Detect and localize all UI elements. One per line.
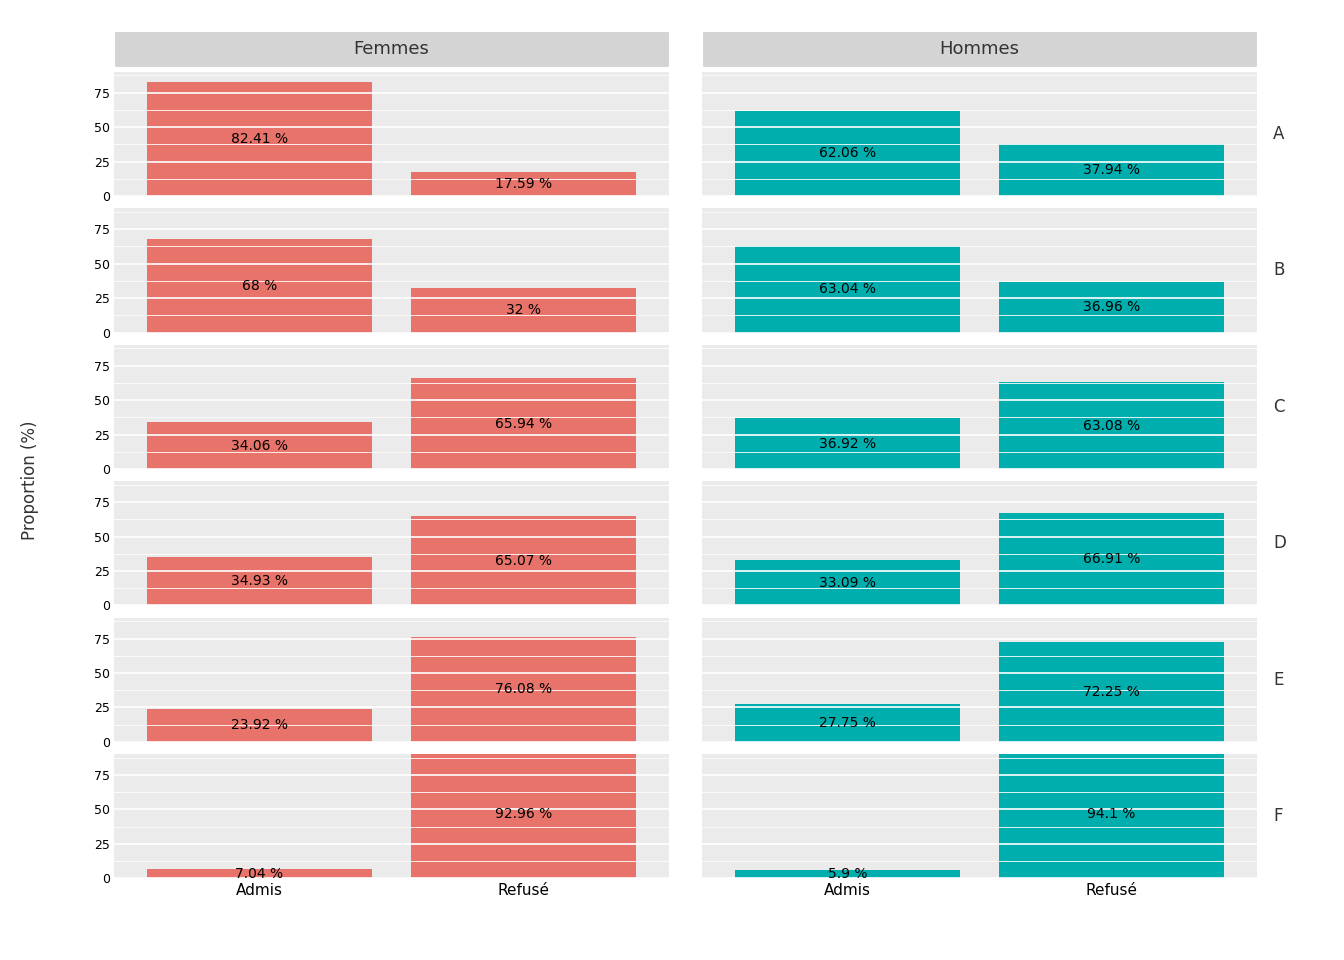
Text: A: A bbox=[1273, 125, 1285, 143]
Bar bbox=[411, 516, 636, 606]
Bar bbox=[735, 704, 960, 742]
Text: 76.08 %: 76.08 % bbox=[495, 683, 552, 697]
Text: 33.09 %: 33.09 % bbox=[818, 576, 876, 589]
Bar bbox=[999, 281, 1223, 332]
Text: 92.96 %: 92.96 % bbox=[495, 807, 552, 822]
Text: 5.9 %: 5.9 % bbox=[828, 867, 867, 881]
Bar bbox=[735, 419, 960, 469]
Text: 34.06 %: 34.06 % bbox=[231, 439, 288, 452]
Text: Hommes: Hommes bbox=[939, 40, 1019, 58]
Text: 32 %: 32 % bbox=[507, 303, 542, 318]
Text: E: E bbox=[1273, 671, 1284, 689]
Text: D: D bbox=[1273, 535, 1286, 552]
Text: 82.41 %: 82.41 % bbox=[231, 132, 288, 146]
Text: 27.75 %: 27.75 % bbox=[818, 716, 876, 730]
Bar bbox=[411, 378, 636, 469]
Bar bbox=[411, 637, 636, 742]
Text: B: B bbox=[1273, 261, 1285, 279]
Text: 7.04 %: 7.04 % bbox=[235, 867, 284, 880]
Text: 94.1 %: 94.1 % bbox=[1087, 806, 1136, 821]
Text: 62.06 %: 62.06 % bbox=[818, 146, 876, 160]
Bar bbox=[999, 144, 1223, 196]
Bar bbox=[148, 708, 372, 742]
Bar bbox=[148, 422, 372, 469]
Bar bbox=[735, 110, 960, 196]
Bar bbox=[999, 382, 1223, 469]
Bar bbox=[148, 558, 372, 606]
Text: 36.96 %: 36.96 % bbox=[1083, 300, 1140, 314]
Text: 65.07 %: 65.07 % bbox=[495, 554, 552, 567]
Bar bbox=[735, 246, 960, 332]
Text: 63.04 %: 63.04 % bbox=[818, 282, 876, 296]
Bar bbox=[148, 869, 372, 878]
Bar bbox=[148, 239, 372, 332]
Bar bbox=[411, 172, 636, 196]
Bar bbox=[411, 751, 636, 878]
Bar bbox=[735, 560, 960, 606]
Text: 17.59 %: 17.59 % bbox=[495, 177, 552, 191]
Text: 34.93 %: 34.93 % bbox=[231, 574, 288, 588]
Text: 63.08 %: 63.08 % bbox=[1083, 419, 1140, 433]
Text: Femmes: Femmes bbox=[353, 40, 430, 58]
Bar bbox=[999, 514, 1223, 606]
Bar bbox=[735, 871, 960, 878]
Text: F: F bbox=[1273, 807, 1282, 826]
Text: 72.25 %: 72.25 % bbox=[1083, 685, 1140, 699]
Bar bbox=[411, 288, 636, 332]
Text: 66.91 %: 66.91 % bbox=[1083, 552, 1140, 566]
Text: 36.92 %: 36.92 % bbox=[818, 437, 876, 450]
Bar bbox=[999, 749, 1223, 878]
Text: Proportion (%): Proportion (%) bbox=[20, 420, 39, 540]
Bar bbox=[999, 642, 1223, 742]
Bar bbox=[148, 83, 372, 196]
Text: C: C bbox=[1273, 398, 1285, 416]
Text: 68 %: 68 % bbox=[242, 278, 277, 293]
Text: 65.94 %: 65.94 % bbox=[495, 417, 552, 430]
Text: 37.94 %: 37.94 % bbox=[1083, 163, 1140, 177]
Text: 23.92 %: 23.92 % bbox=[231, 718, 288, 732]
